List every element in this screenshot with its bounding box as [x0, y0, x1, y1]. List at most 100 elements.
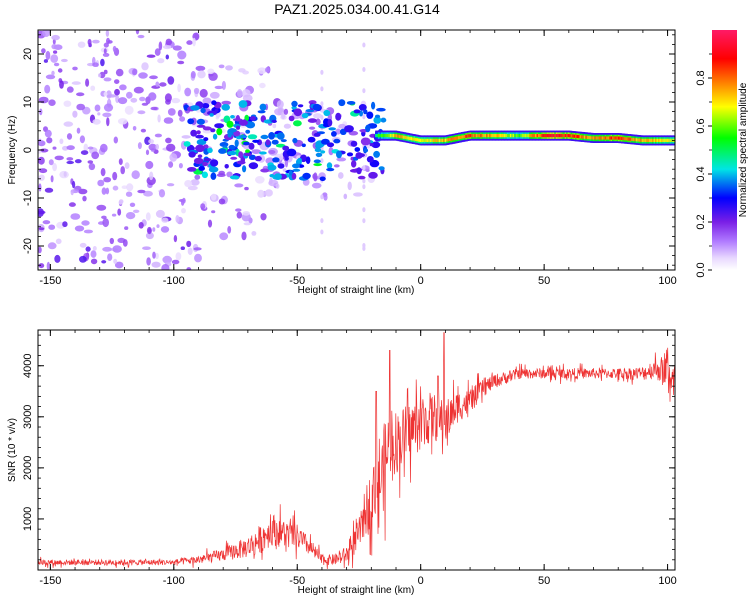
- ridge-core: [483, 134, 486, 138]
- spectrogram-blob: [87, 38, 92, 46]
- spectrogram-blob: [133, 209, 140, 213]
- spectrogram-blob: [100, 143, 108, 153]
- spectrogram-blob: [132, 126, 137, 131]
- ridge-core: [446, 138, 449, 142]
- ridge-core: [658, 138, 661, 142]
- ridge-core: [622, 136, 625, 141]
- spectrogram-blob: [236, 125, 240, 130]
- spectrogram-blob: [118, 97, 128, 105]
- ridge-core: [508, 134, 511, 138]
- ridge-core: [441, 138, 445, 142]
- spectrogram-blob: [196, 130, 201, 135]
- spectrogram-blob: [292, 163, 300, 169]
- spectrogram-blob: [336, 150, 342, 159]
- spectrogram-blob: [177, 83, 181, 93]
- spectrogram-blob: [102, 112, 112, 118]
- spectrogram-blob: [276, 100, 284, 109]
- ridge-core: [425, 138, 428, 142]
- spectrogram-blob: [291, 106, 297, 110]
- ridge-core: [594, 136, 597, 140]
- spectrogram-blob: [238, 119, 248, 126]
- ridge-core: [560, 134, 563, 138]
- spectrogram-blob: [38, 156, 45, 165]
- spectrogram-blob: [221, 100, 231, 105]
- ridge-core: [569, 134, 572, 138]
- spectrogram-blob: [177, 109, 183, 117]
- ridge-core: [555, 134, 559, 138]
- spectrogram-blob: [276, 132, 285, 140]
- ridge-core: [407, 136, 411, 140]
- ridge-core: [541, 134, 544, 138]
- spectrogram-blob: [327, 119, 333, 127]
- ridge-core: [616, 136, 620, 140]
- spectrogram-blob: [333, 164, 340, 168]
- spectrogram-blob: [55, 238, 62, 245]
- spectrogram-streak: [362, 207, 366, 213]
- ridge-core: [539, 134, 543, 138]
- spectrogram-blob: [92, 246, 97, 251]
- spectrogram-blob: [90, 85, 96, 91]
- spectrogram-streak: [320, 158, 324, 164]
- spectrogram-blob: [51, 70, 55, 76]
- ridge-core: [652, 138, 655, 142]
- ridge-core: [480, 134, 483, 138]
- ridge-core: [404, 135, 408, 140]
- ridge-core: [378, 134, 381, 138]
- spectrogram-blob: [46, 137, 53, 144]
- ridge-core: [463, 135, 467, 139]
- spectrogram-blob: [284, 158, 289, 168]
- ridge-core: [496, 134, 500, 138]
- ridge-core: [609, 136, 612, 140]
- spectrogram-blob: [181, 208, 186, 214]
- spectrogram-blob: [326, 142, 335, 148]
- ridge-core: [610, 136, 614, 140]
- spectrogram-blob: [313, 132, 321, 137]
- spectrogram-blob: [307, 118, 317, 123]
- spectrogram-blob: [103, 103, 114, 112]
- spectrogram-blob: [175, 252, 182, 261]
- spectrogram-blob: [41, 48, 46, 54]
- spectrogram-blob: [96, 204, 107, 211]
- spectrogram-blob: [195, 144, 205, 153]
- ridge-core: [529, 134, 532, 138]
- spectrogram-blob: [226, 120, 234, 128]
- spectrogram-blob: [43, 59, 49, 63]
- spectrogram-blob: [79, 135, 85, 144]
- spectrogram-blob: [151, 261, 161, 268]
- spectrogram-blob: [63, 121, 74, 127]
- spectrogram-blob: [63, 100, 72, 107]
- spectrogram-blob: [230, 156, 238, 160]
- ridge-core: [394, 134, 397, 138]
- spectrogram-blob: [238, 68, 246, 73]
- spectrogram-blob: [202, 161, 208, 167]
- ridge-core: [530, 134, 534, 138]
- spectrogram-blob: [85, 78, 90, 87]
- snr-panel: -150 -100 -50 0 50 100 1000 2000 3000 4000 Heigh…: [7, 329, 677, 596]
- spectrogram-x-tick-label: -50: [289, 275, 305, 287]
- spectrogram-blob: [209, 91, 220, 99]
- spectrogram-blob: [149, 75, 158, 80]
- spectrogram-blob: [158, 41, 163, 51]
- spectrogram-blob: [194, 253, 202, 263]
- spectrogram-blob: [363, 148, 369, 153]
- spectrogram-y-tick-label: 0: [22, 147, 34, 153]
- ridge-core: [503, 134, 507, 138]
- ridge-core: [595, 136, 599, 140]
- snr-x-label: Height of straight line (km): [298, 585, 415, 596]
- spectrogram-blob: [154, 133, 162, 138]
- spectrogram-blob: [257, 67, 267, 74]
- spectrogram-blob: [124, 226, 129, 231]
- spectrogram-blob: [102, 246, 112, 252]
- spectrogram-blob: [211, 210, 216, 214]
- ridge-core: [603, 136, 606, 140]
- spectrogram-blob: [155, 209, 165, 218]
- spectrogram-blob: [238, 100, 248, 108]
- spectrogram-blob: [254, 155, 262, 162]
- spectrogram-y-tick-label: -20: [22, 238, 34, 254]
- spectrogram-blob: [353, 109, 361, 114]
- snr-x-tick-label: -100: [163, 575, 185, 587]
- snr-y-tick-label: 2000: [22, 456, 34, 480]
- ridge-core: [452, 137, 455, 141]
- ridge-core: [523, 134, 526, 138]
- spectrogram-streak: [362, 114, 366, 120]
